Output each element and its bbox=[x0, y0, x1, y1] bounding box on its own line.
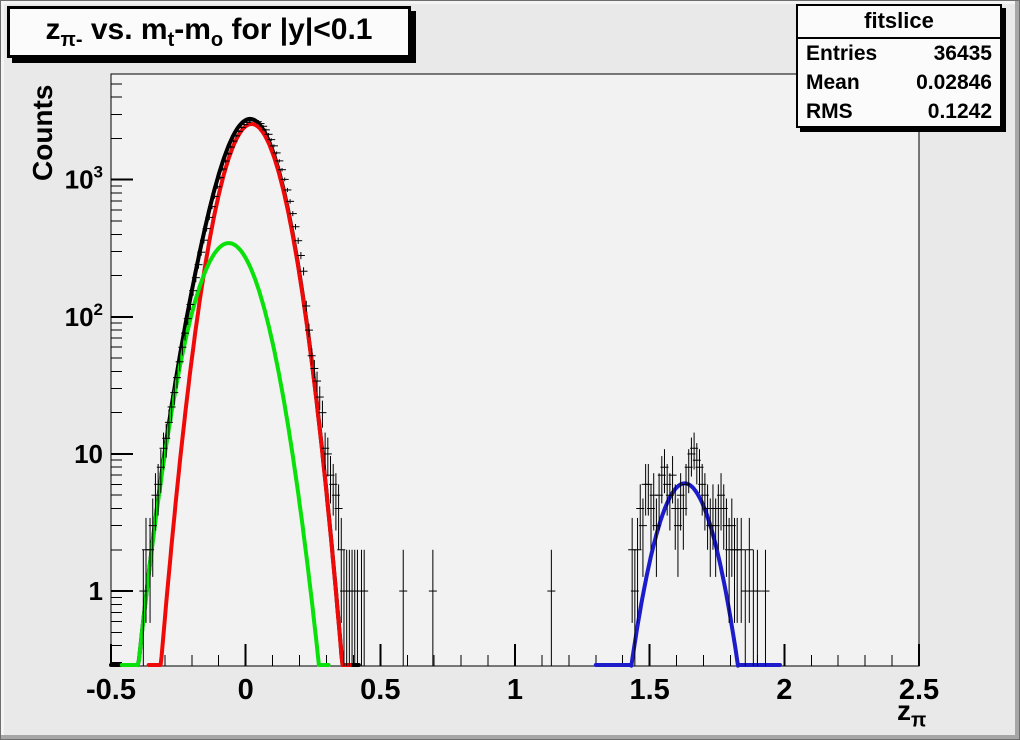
data-point bbox=[194, 260, 203, 269]
stats-label-rms: RMS bbox=[806, 100, 853, 123]
data-point bbox=[278, 167, 287, 172]
data-point bbox=[218, 167, 227, 171]
data-point bbox=[164, 409, 173, 439]
stats-row-rms: RMS 0.1242 bbox=[798, 97, 1000, 126]
data-point bbox=[224, 152, 233, 156]
data-point bbox=[243, 121, 252, 124]
data-point bbox=[304, 323, 313, 338]
data-point bbox=[745, 517, 754, 623]
stats-value-entries: 36435 bbox=[933, 42, 992, 65]
data-point bbox=[296, 252, 305, 260]
data-point bbox=[237, 126, 246, 129]
data-point bbox=[668, 456, 677, 504]
data-point bbox=[199, 237, 208, 244]
stats-label-entries: Entries bbox=[806, 42, 878, 65]
data-point bbox=[428, 549, 437, 666]
stats-value-mean: 0.02846 bbox=[916, 71, 992, 94]
data-point bbox=[360, 549, 369, 666]
data-point bbox=[205, 214, 214, 221]
data-point bbox=[638, 498, 647, 577]
data-point bbox=[275, 159, 284, 163]
signal-gaussian-fit bbox=[146, 122, 353, 667]
data-point bbox=[189, 286, 198, 296]
plot-frame bbox=[110, 73, 920, 667]
data-point bbox=[269, 144, 278, 148]
data-point bbox=[256, 122, 265, 125]
data-point bbox=[170, 382, 179, 406]
data-point bbox=[280, 177, 289, 182]
data-point bbox=[261, 128, 270, 132]
data-point bbox=[186, 299, 195, 311]
data-point bbox=[213, 184, 222, 189]
data-point bbox=[167, 395, 176, 422]
y-tick-label: 102 bbox=[65, 300, 103, 332]
y-tick-label: 10 bbox=[74, 439, 103, 469]
title-box: zπ- vs. mt-mo for |y|<0.1 bbox=[7, 6, 411, 58]
data-point bbox=[299, 267, 308, 276]
data-point bbox=[202, 225, 211, 232]
data-point bbox=[283, 187, 292, 193]
data-point bbox=[323, 437, 332, 477]
data-point bbox=[286, 199, 295, 204]
data-point bbox=[318, 400, 327, 428]
x-tick-label: 2 bbox=[776, 674, 792, 706]
data-point bbox=[547, 549, 556, 666]
stats-box: fitslice Entries 36435 Mean 0.02846 RMS … bbox=[796, 4, 1002, 128]
y-tick-label: 1 bbox=[89, 576, 103, 606]
data-point bbox=[753, 549, 762, 666]
x-tick-label: 1 bbox=[507, 674, 523, 706]
data-point bbox=[272, 151, 281, 155]
data-point bbox=[267, 138, 276, 141]
data-point bbox=[232, 134, 241, 138]
data-point bbox=[302, 300, 311, 312]
data-point bbox=[741, 549, 750, 666]
stats-box-title: fitslice bbox=[798, 6, 1000, 39]
data-point bbox=[240, 123, 249, 126]
x-axis-title: zπ bbox=[897, 695, 927, 732]
data-point bbox=[210, 194, 219, 199]
data-point bbox=[226, 145, 235, 149]
data-point bbox=[221, 159, 230, 163]
y-axis-title: Counts bbox=[27, 84, 58, 181]
data-point bbox=[307, 348, 316, 365]
x-tick-label: 2.5 bbox=[899, 674, 939, 706]
data-point bbox=[208, 204, 216, 210]
data-point bbox=[216, 175, 225, 180]
data-point bbox=[178, 339, 187, 356]
x-tick-label: 1.5 bbox=[630, 674, 670, 706]
data-point bbox=[334, 484, 343, 550]
background-gaussian-fit bbox=[119, 241, 331, 667]
data-point bbox=[291, 223, 300, 230]
stats-row-mean: Mean 0.02846 bbox=[798, 68, 1000, 97]
data-point bbox=[183, 312, 192, 326]
data-point bbox=[175, 353, 184, 372]
data-point bbox=[172, 368, 181, 389]
data-point bbox=[264, 133, 273, 136]
data-point bbox=[197, 248, 206, 256]
stats-value-rms: 0.1242 bbox=[927, 100, 992, 123]
data-point bbox=[191, 273, 200, 283]
x-tick-label: -0.5 bbox=[86, 674, 136, 706]
data-point bbox=[288, 211, 297, 217]
data-point bbox=[315, 386, 324, 411]
data-point bbox=[234, 130, 243, 133]
data-point bbox=[737, 517, 746, 623]
data-point bbox=[294, 237, 303, 244]
stats-row-entries: Entries 36435 bbox=[798, 39, 1000, 68]
data-point bbox=[253, 120, 262, 123]
x-tick-label: 0.5 bbox=[360, 674, 400, 706]
data-point bbox=[313, 371, 322, 393]
x-tick-label: 0 bbox=[238, 674, 254, 706]
y-tick-label: 103 bbox=[65, 163, 103, 195]
plot-title: zπ- vs. mt-mo for |y|<0.1 bbox=[45, 12, 373, 51]
data-point bbox=[229, 139, 238, 143]
data-point bbox=[399, 549, 408, 666]
stats-label-mean: Mean bbox=[806, 71, 860, 94]
data-point bbox=[761, 549, 770, 666]
data-point bbox=[310, 359, 319, 379]
data-point bbox=[181, 326, 190, 341]
data-point bbox=[259, 125, 268, 128]
